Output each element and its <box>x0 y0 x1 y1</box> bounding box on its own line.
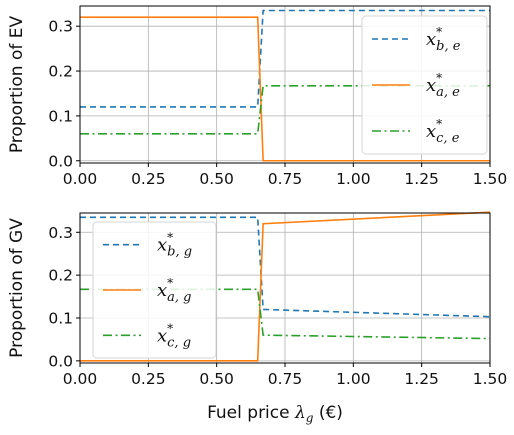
legend-box <box>92 221 217 359</box>
y-tick-label: 0.0 <box>48 152 73 170</box>
x-tick-label: 0.00 <box>63 370 98 388</box>
y-tick-label: 0.3 <box>48 18 73 36</box>
x-tick-label: 0.00 <box>63 170 98 188</box>
legend-entry: x* c, g <box>157 321 191 350</box>
legend-entry: x* c, e <box>426 117 460 146</box>
x-tick-label: 1.00 <box>336 370 371 388</box>
x-tick-label: 0.75 <box>268 370 303 388</box>
series-line-cg <box>80 288 491 340</box>
y-axis-label: Proportion of GV <box>7 218 27 358</box>
y-tick-label: 0.0 <box>48 352 73 370</box>
y-tick-label: 0.1 <box>48 107 73 125</box>
legend-box <box>361 15 488 155</box>
y-tick-label: 0.3 <box>48 224 73 242</box>
y-tick-label: 0.1 <box>48 310 73 328</box>
x-tick-label: 0.75 <box>268 170 303 188</box>
series-line-be <box>80 9 490 108</box>
series-line-ae <box>80 16 490 162</box>
y-axis-label: Proportion of EV <box>7 15 27 153</box>
x-tick-label: 0.25 <box>131 370 166 388</box>
x-tick-label: 1.50 <box>473 170 508 188</box>
legend-entry: x* a, g <box>157 276 192 305</box>
x-axis-label: Fuel price λg (€) <box>207 403 343 425</box>
x-tick-label: 0.25 <box>131 170 166 188</box>
x-tick-label: 1.50 <box>473 370 508 388</box>
legend-entry: x* a, e <box>426 71 460 100</box>
chart-panel-1: 0.00 0.25 0.50 0.75 1.00 1.25 1.50 0.0 0.1 0.2 0.3… <box>7 5 508 188</box>
legend-entry: x* b, e <box>426 25 461 54</box>
legend-entry: x* b, g <box>157 231 192 260</box>
legend: x* b, g x* a, g x* c, g <box>92 221 217 359</box>
x-tick-label: 1.00 <box>336 170 371 188</box>
x-tick-label: 0.50 <box>199 170 234 188</box>
y-tick-label: 0.2 <box>48 63 73 81</box>
legend: x* b, e x* a, e x* c, e <box>361 15 488 155</box>
x-tick-label: 1.25 <box>404 170 439 188</box>
y-tick-label: 0.2 <box>48 267 73 285</box>
series-line-bg <box>80 216 491 318</box>
series-line-ce <box>80 85 490 135</box>
chart-panel-2: 0.00 0.25 0.50 0.75 1.00 1.25 1.50 0.0 0.1 0.2 0.3… <box>7 211 508 425</box>
series-line-ag <box>80 211 491 362</box>
x-tick-label: 0.50 <box>199 370 234 388</box>
x-tick-label: 1.25 <box>404 370 439 388</box>
